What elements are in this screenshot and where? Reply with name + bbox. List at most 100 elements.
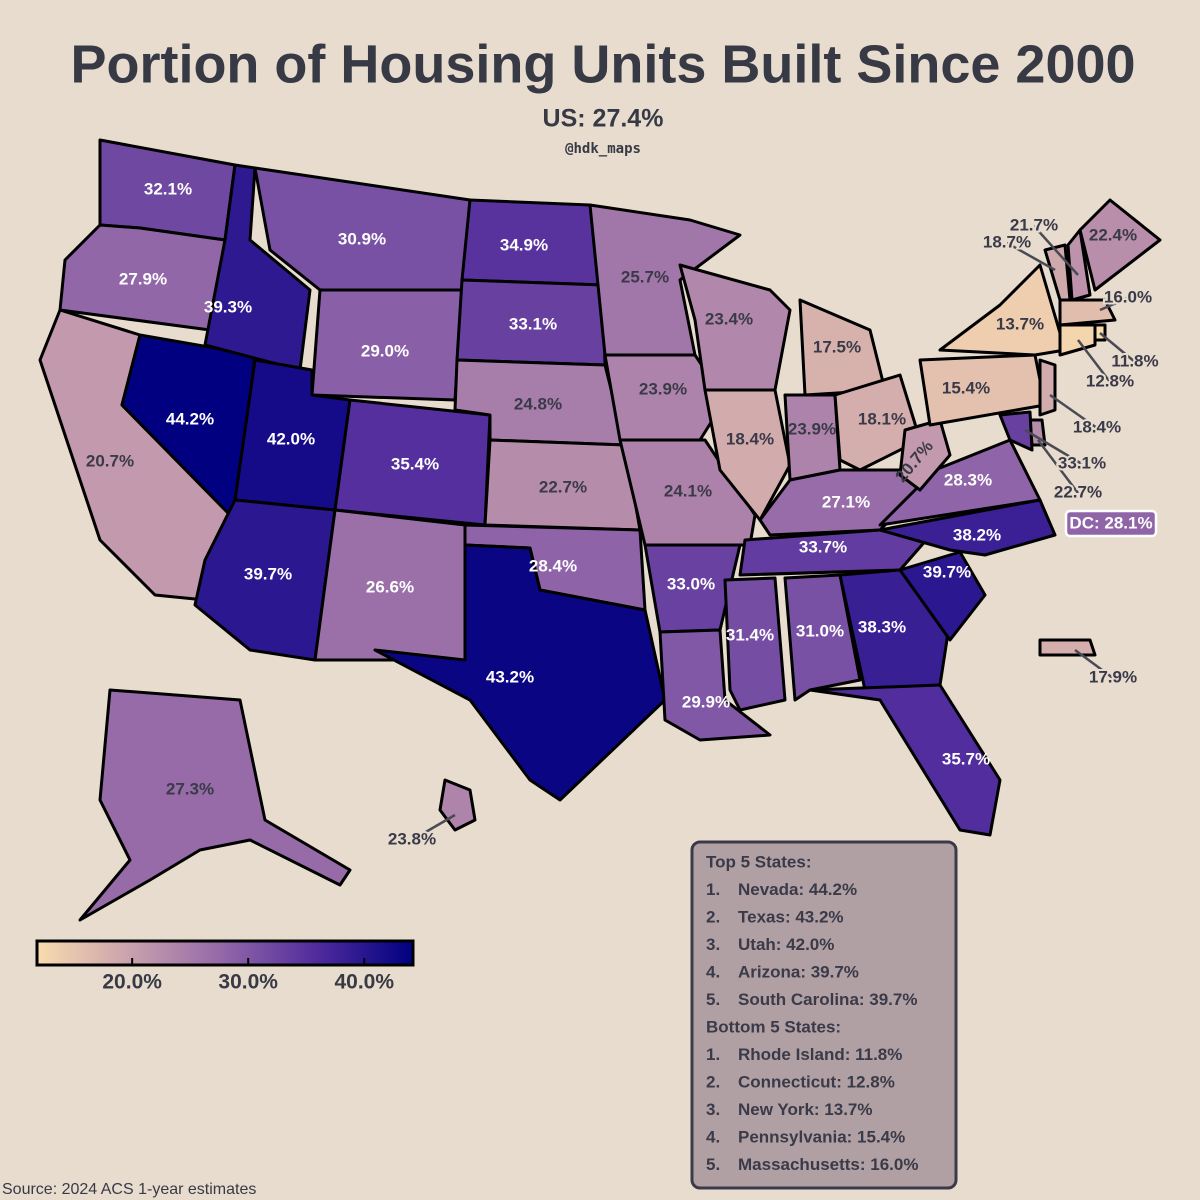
state-label: 21.7% bbox=[1010, 215, 1058, 234]
state-label: 42.0% bbox=[267, 429, 315, 448]
state-label: 31.0% bbox=[796, 621, 844, 640]
state-label: 39.7% bbox=[244, 564, 292, 583]
state-label: 29.9% bbox=[682, 692, 730, 711]
state bbox=[723, 576, 787, 712]
state-label: 18.7% bbox=[983, 232, 1031, 251]
source: Source: 2024 ACS 1-year estimates bbox=[2, 1181, 256, 1198]
state bbox=[1058, 323, 1097, 357]
state-label: 33.7% bbox=[799, 537, 847, 556]
state-label: 18.4% bbox=[726, 429, 774, 448]
state-label: 12.8% bbox=[1086, 371, 1134, 390]
rank-entry: New York: 13.7% bbox=[738, 1100, 873, 1119]
state bbox=[738, 528, 937, 577]
state bbox=[1058, 298, 1117, 327]
state-label: 23.8% bbox=[388, 829, 436, 848]
state bbox=[703, 388, 792, 522]
ranking-box bbox=[690, 840, 958, 1190]
leader-line bbox=[411, 813, 456, 842]
state-label: 22.7% bbox=[1054, 482, 1102, 501]
state-label: 35.7% bbox=[942, 749, 990, 768]
state bbox=[1038, 638, 1097, 657]
state bbox=[1038, 358, 1057, 417]
state-label: 33.1% bbox=[1058, 453, 1106, 472]
rank-entry: Nevada: 44.2% bbox=[738, 880, 857, 899]
title: Portion of Housing Units Built Since 200… bbox=[70, 34, 1135, 94]
state-label: 29.0% bbox=[361, 341, 409, 360]
state-label: 30.9% bbox=[338, 229, 386, 248]
rank-entry: Texas: 43.2% bbox=[738, 907, 844, 926]
rank-number: 1. bbox=[706, 880, 720, 899]
state-label: 20.7% bbox=[86, 451, 134, 470]
state bbox=[1078, 198, 1162, 292]
rank-number: 3. bbox=[706, 935, 720, 954]
state-label: 24.1% bbox=[664, 481, 712, 500]
states bbox=[38, 138, 1162, 922]
rank-number: 4. bbox=[706, 1127, 720, 1146]
ranking-heading: Bottom 5 States: bbox=[706, 1017, 841, 1036]
state-label: 25.7% bbox=[621, 267, 669, 286]
state-label: 18.1% bbox=[858, 409, 906, 428]
rank-entry: South Carolina: 39.7% bbox=[738, 990, 917, 1009]
state bbox=[373, 543, 667, 802]
state bbox=[783, 573, 862, 702]
state bbox=[998, 410, 1034, 452]
state bbox=[203, 163, 312, 372]
state-label: 27.3% bbox=[166, 779, 214, 798]
state-label: 27.1% bbox=[822, 492, 870, 511]
state-label: 23.4% bbox=[705, 309, 753, 328]
rank-entry: Massachusetts: 16.0% bbox=[738, 1155, 918, 1174]
state-label: 32.1% bbox=[144, 179, 192, 198]
state-label: 11.8% bbox=[1111, 351, 1158, 370]
state-label: 44.2% bbox=[166, 409, 214, 428]
state bbox=[898, 550, 987, 642]
state bbox=[1066, 228, 1092, 302]
rank-entry: Rhode Island: 11.8% bbox=[738, 1045, 902, 1064]
rank-number: 3. bbox=[706, 1100, 720, 1119]
rank-number: 4. bbox=[706, 962, 720, 981]
state-label: 17.9% bbox=[1089, 667, 1137, 686]
state-label: 16.0% bbox=[1104, 287, 1152, 306]
credit: @hdk_maps bbox=[565, 141, 641, 157]
colorbar-ticks: 20.0% 30.0% 40.0% bbox=[102, 958, 394, 994]
state-label: 34.9% bbox=[500, 235, 548, 254]
ranking-list: Top 5 States: 1. Nevada: 44.2% 2. Texas: 43.… bbox=[706, 852, 918, 1174]
state-label: 22.4% bbox=[1089, 225, 1137, 244]
state-labels: 32.1% 27.9% 20.7% 44.2% 39.3% 30.9% 29.0% 42.0%… bbox=[86, 179, 1161, 850]
dc-label: DC: 28.1% bbox=[1069, 513, 1152, 532]
colorbar-tick-label: 30.0% bbox=[218, 971, 278, 994]
state-label: 15.4% bbox=[942, 378, 990, 397]
state-label: 17.5% bbox=[813, 337, 861, 356]
colorbar-tick-label: 40.0% bbox=[334, 971, 394, 994]
state bbox=[78, 688, 352, 922]
rank-entry: Utah: 42.0% bbox=[738, 935, 834, 954]
leader-line bbox=[1049, 393, 1098, 430]
state-label: 31.4% bbox=[726, 625, 774, 644]
state bbox=[833, 373, 922, 472]
state-label: 13.7% bbox=[996, 314, 1044, 333]
leader-line bbox=[1074, 648, 1114, 680]
state-label: 27.9% bbox=[119, 269, 167, 288]
ranking-heading: Top 5 States: bbox=[706, 852, 811, 871]
colorbar-tick-label: 20.0% bbox=[102, 971, 162, 994]
state-label: 39.7% bbox=[923, 562, 971, 581]
state-label: 28.4% bbox=[529, 556, 577, 575]
leader-line bbox=[1077, 339, 1111, 383]
leader-line bbox=[1033, 225, 1079, 276]
rank-number: 1. bbox=[706, 1045, 720, 1064]
leader-line bbox=[1037, 439, 1079, 494]
state-label: 23.9% bbox=[788, 419, 836, 438]
leader-line bbox=[1006, 241, 1056, 272]
state bbox=[658, 628, 772, 742]
state-label: 28.3% bbox=[944, 470, 992, 489]
rank-number: 2. bbox=[706, 1072, 720, 1091]
leader-line bbox=[1099, 296, 1129, 312]
rank-number: 2. bbox=[706, 907, 720, 926]
leader-line bbox=[1099, 332, 1136, 363]
leader-line bbox=[1024, 428, 1083, 466]
state-label: 39.3% bbox=[204, 297, 252, 316]
state bbox=[938, 263, 1067, 357]
colorbar bbox=[35, 939, 415, 967]
state bbox=[808, 683, 1002, 837]
rank-number: 5. bbox=[706, 990, 720, 1009]
